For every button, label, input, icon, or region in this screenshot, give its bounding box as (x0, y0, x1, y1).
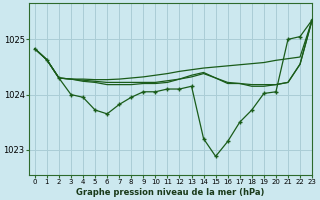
X-axis label: Graphe pression niveau de la mer (hPa): Graphe pression niveau de la mer (hPa) (76, 188, 265, 197)
